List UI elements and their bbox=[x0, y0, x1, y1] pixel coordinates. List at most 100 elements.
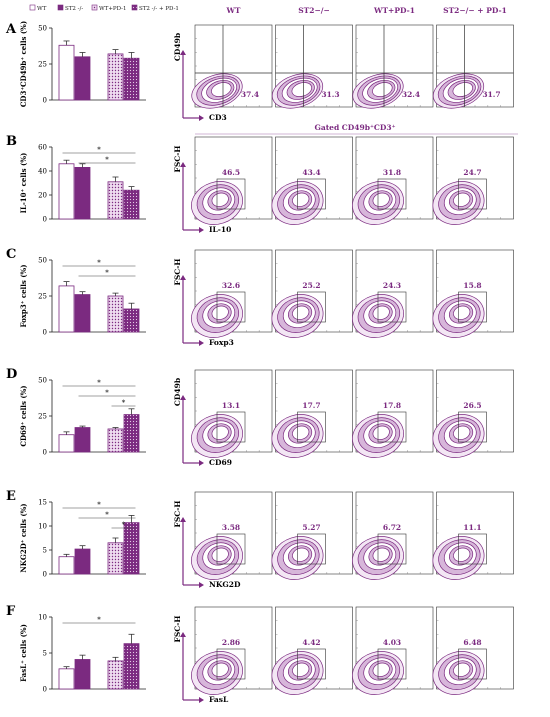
y-arrow-head bbox=[180, 50, 186, 55]
y-axis-label: CD69⁺ cells (%) bbox=[19, 385, 28, 446]
sig-star: * bbox=[97, 379, 101, 387]
contour-plot bbox=[432, 651, 485, 695]
flow-plot: 6.48 bbox=[432, 606, 514, 695]
gate-box bbox=[458, 178, 487, 210]
contour-ring bbox=[452, 82, 474, 97]
gate-box bbox=[377, 648, 407, 680]
y-tick-label: 5 bbox=[43, 547, 47, 555]
gate-box bbox=[458, 291, 487, 323]
contour-ring bbox=[372, 425, 390, 440]
sig-star: * bbox=[105, 511, 109, 519]
sig-star: * bbox=[105, 389, 109, 397]
contour-ring bbox=[292, 192, 310, 207]
flow-plot: 24.3 bbox=[352, 249, 434, 338]
flow-plot: 5.27 bbox=[271, 491, 353, 580]
flow-plot: 37.4 bbox=[191, 24, 273, 109]
panel-letter: B bbox=[6, 134, 17, 149]
bar bbox=[74, 427, 91, 453]
y-tick-label: 25 bbox=[38, 413, 47, 421]
contour-plot bbox=[432, 73, 485, 109]
y-arrow-head bbox=[180, 162, 186, 167]
y-arrow-head bbox=[180, 517, 186, 522]
flow-value: 31.7 bbox=[482, 90, 500, 99]
panel-letter: F bbox=[6, 604, 16, 619]
legend-label: WT+PD-1 bbox=[99, 6, 127, 12]
flow-axis-arrows bbox=[180, 517, 204, 588]
y-axis-label: Foxp3⁺ cells (%) bbox=[19, 264, 28, 327]
y-tick-label: 50 bbox=[38, 257, 47, 265]
contour-plot bbox=[352, 73, 404, 109]
flow-value: 13.1 bbox=[222, 401, 240, 410]
flow-x-label: IL-10 bbox=[209, 225, 231, 234]
y-tick-label: 50 bbox=[38, 25, 47, 33]
bar bbox=[58, 668, 75, 690]
flow-value: 24.7 bbox=[463, 168, 481, 177]
panel-letter: C bbox=[6, 247, 16, 262]
legend-swatch bbox=[91, 4, 98, 11]
flow-value: 32.4 bbox=[402, 90, 420, 99]
y-axis-label: NKG2D⁺ cells (%) bbox=[19, 503, 28, 572]
flow-x-label: NKG2D bbox=[209, 580, 241, 589]
legend-label: ST2 -/- bbox=[65, 6, 83, 12]
y-tick-label: 10 bbox=[38, 614, 47, 622]
contour-plot bbox=[432, 181, 485, 225]
y-tick-label: 0 bbox=[43, 571, 47, 579]
flow-plot: 3.58 bbox=[191, 491, 273, 580]
y-axis-label: FasL⁺ cells (%) bbox=[19, 624, 28, 682]
contour-ring bbox=[372, 547, 390, 562]
y-tick-label: 40 bbox=[38, 168, 47, 176]
gate-box bbox=[458, 648, 487, 680]
bar bbox=[58, 44, 75, 101]
panel-letter: A bbox=[5, 22, 17, 37]
flow-value: 11.1 bbox=[463, 523, 481, 532]
panel-c: C 0 25 50 Foxp3⁺ cells (%) * * 32.6 25.2 24.3 15.8… bbox=[6, 247, 514, 347]
flow-y-label: FSC-H bbox=[173, 616, 182, 643]
flow-value: 26.5 bbox=[463, 401, 481, 410]
y-tick-label: 0 bbox=[43, 216, 47, 224]
legend-label: ST2 -/- + PD-1 bbox=[139, 6, 179, 12]
contour-ring bbox=[211, 662, 229, 677]
flow-value: 31.8 bbox=[383, 168, 401, 177]
sig-star: * bbox=[97, 259, 101, 267]
contour-ring bbox=[453, 305, 471, 320]
y-tick-label: 50 bbox=[38, 377, 47, 385]
flow-value: 32.6 bbox=[222, 281, 240, 290]
flow-plot: 43.4 bbox=[271, 136, 353, 225]
flow-plot: 25.2 bbox=[271, 249, 353, 338]
bar bbox=[123, 57, 140, 101]
flow-axis-arrows bbox=[180, 50, 204, 121]
contour-ring bbox=[372, 192, 390, 207]
y-axis-label: IL-10⁺ cells (%) bbox=[19, 153, 28, 214]
flow-value: 6.72 bbox=[383, 523, 401, 532]
bar bbox=[74, 56, 91, 101]
contour-ring bbox=[453, 662, 471, 677]
sig-star: * bbox=[105, 156, 109, 164]
flow-plot: 24.7 bbox=[432, 136, 514, 225]
x-arrow-head bbox=[199, 460, 204, 466]
bar bbox=[74, 166, 91, 220]
legend-swatch bbox=[57, 4, 64, 11]
bar-chart: 0 5 10 15 NKG2D⁺ cells (%) * * * bbox=[19, 499, 146, 579]
x-arrow-head bbox=[199, 340, 204, 346]
sig-star: * bbox=[122, 399, 126, 407]
gate-box bbox=[458, 533, 487, 565]
flow-header: ST2−/− bbox=[298, 6, 330, 15]
contour-ring bbox=[372, 662, 390, 677]
flow-plot: 4.03 bbox=[352, 606, 434, 695]
panel-e: E 0 5 10 15 NKG2D⁺ cells (%) * * * 3.58 5.27 6.72 11… bbox=[6, 489, 514, 589]
gate-box bbox=[216, 178, 246, 210]
gate-box bbox=[297, 178, 326, 210]
flow-value: 4.03 bbox=[383, 638, 401, 647]
gate-box bbox=[297, 648, 326, 680]
flow-axis-arrows bbox=[180, 395, 204, 466]
flow-x-label: CD69 bbox=[209, 458, 232, 467]
sig-star: * bbox=[97, 501, 101, 509]
x-arrow-head bbox=[199, 697, 204, 703]
contour-ring bbox=[211, 425, 229, 440]
gate-box bbox=[297, 533, 326, 565]
contour-ring bbox=[211, 547, 229, 562]
gate-box bbox=[377, 291, 407, 323]
bar-chart: 0 5 10 FasL⁺ cells (%) * bbox=[19, 614, 146, 694]
flow-value: 5.27 bbox=[302, 523, 320, 532]
bar bbox=[123, 189, 140, 220]
